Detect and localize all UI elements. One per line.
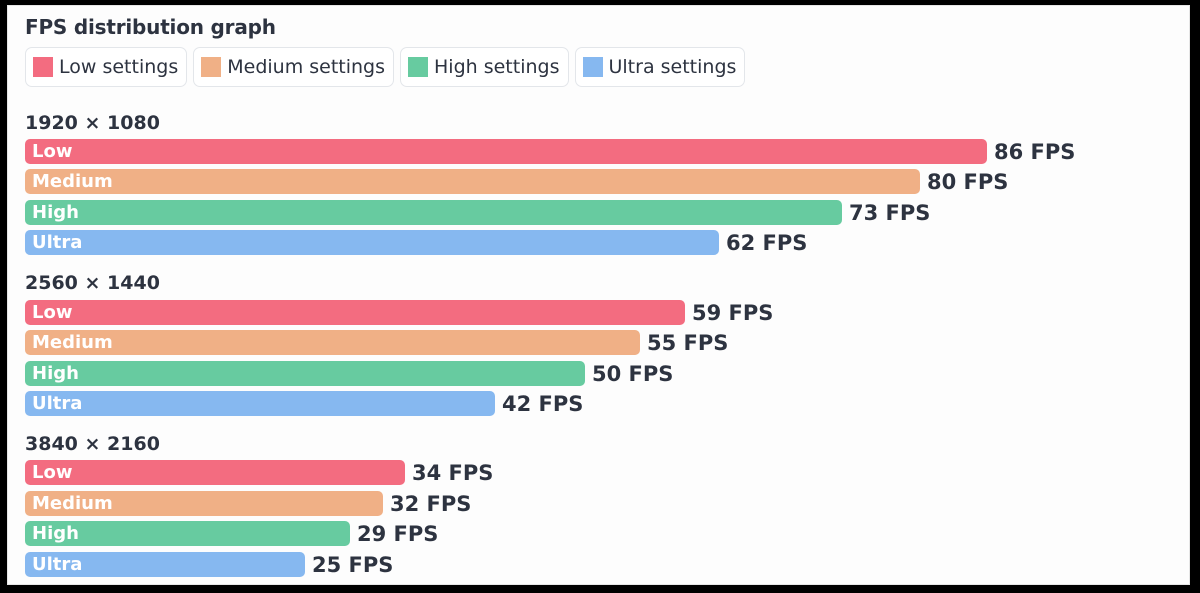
color-swatch-icon (408, 57, 429, 77)
bar-high[interactable]: High (25, 200, 842, 225)
bar-row: Medium 55 FPS (25, 330, 728, 355)
bar-high[interactable]: High (25, 361, 585, 386)
bar-low[interactable]: Low (25, 300, 685, 325)
legend-item-medium[interactable]: Medium settings (193, 47, 395, 87)
color-swatch-icon (582, 57, 603, 77)
bar-value: 62 FPS (726, 230, 808, 255)
bar-value: 55 FPS (647, 330, 729, 355)
bar-value: 25 FPS (312, 552, 394, 577)
bar-value: 32 FPS (390, 491, 472, 516)
bar-row: Medium 32 FPS (25, 491, 471, 516)
bar-row: Ultra 62 FPS (25, 230, 807, 255)
bar-label: Medium (32, 332, 113, 353)
bar-label: High (32, 363, 79, 384)
bar-value: 86 FPS (994, 139, 1076, 164)
bar-row: High 29 FPS (25, 521, 438, 546)
bar-label: Ultra (32, 232, 83, 253)
bar-value: 34 FPS (412, 460, 494, 485)
bar-row: Low 86 FPS (25, 139, 1075, 164)
bar-label: Low (32, 141, 73, 162)
bar-value: 42 FPS (502, 391, 584, 416)
group-label-2160p: 3840 × 2160 (25, 433, 160, 455)
bar-medium[interactable]: Medium (25, 169, 920, 194)
bar-row: Ultra 25 FPS (25, 552, 393, 577)
bar-row: High 50 FPS (25, 361, 673, 386)
bar-label: Ultra (32, 393, 83, 414)
bar-label: Ultra (32, 554, 83, 575)
bar-value: 73 FPS (849, 200, 931, 225)
group-label-1080p: 1920 × 1080 (25, 112, 160, 134)
bar-value: 29 FPS (357, 521, 439, 546)
bar-medium[interactable]: Medium (25, 491, 383, 516)
bar-row: High 73 FPS (25, 200, 930, 225)
group-label-1440p: 2560 × 1440 (25, 272, 160, 294)
bar-low[interactable]: Low (25, 460, 405, 485)
bar-row: Medium 80 FPS (25, 169, 1008, 194)
bar-value: 59 FPS (692, 300, 774, 325)
bar-row: Low 34 FPS (25, 460, 493, 485)
bar-ultra[interactable]: Ultra (25, 552, 305, 577)
color-swatch-icon (33, 57, 53, 77)
chart-title: FPS distribution graph (25, 15, 276, 39)
color-swatch-icon (201, 57, 222, 77)
bar-label: Medium (32, 493, 113, 514)
chart-panel: FPS distribution graph Low settings Medi… (7, 5, 1190, 585)
legend-label: Low settings (59, 56, 179, 78)
bar-ultra[interactable]: Ultra (25, 391, 495, 416)
bar-value: 80 FPS (927, 169, 1009, 194)
legend-label: Ultra settings (608, 56, 737, 78)
bar-label: High (32, 523, 79, 544)
legend: Low settings Medium settings High settin… (25, 47, 746, 87)
legend-item-high[interactable]: High settings (400, 47, 569, 87)
bar-row: Ultra 42 FPS (25, 391, 583, 416)
legend-item-ultra[interactable]: Ultra settings (574, 47, 746, 87)
bar-low[interactable]: Low (25, 139, 987, 164)
bar-medium[interactable]: Medium (25, 330, 640, 355)
bar-label: Low (32, 462, 73, 483)
legend-item-low[interactable]: Low settings (25, 47, 188, 87)
bar-row: Low 59 FPS (25, 300, 773, 325)
bar-ultra[interactable]: Ultra (25, 230, 719, 255)
bar-value: 50 FPS (592, 361, 674, 386)
bar-label: High (32, 202, 79, 223)
legend-label: High settings (434, 56, 560, 78)
bar-label: Medium (32, 171, 113, 192)
bar-label: Low (32, 302, 73, 323)
bar-high[interactable]: High (25, 521, 350, 546)
legend-label: Medium settings (227, 56, 386, 78)
